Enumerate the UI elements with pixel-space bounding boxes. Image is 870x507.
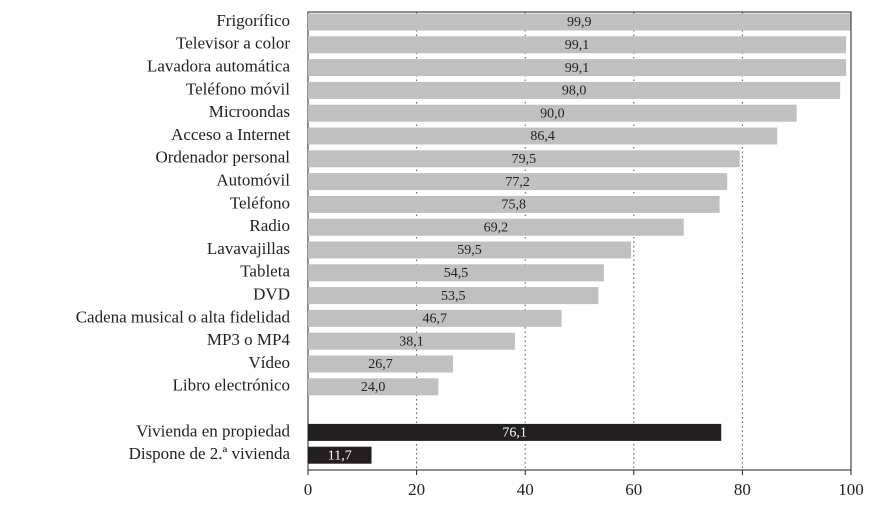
bar xyxy=(308,13,851,31)
category-label: Ordenador personal xyxy=(155,148,290,167)
category-label: Televisor a color xyxy=(176,34,290,53)
x-tick-label: 60 xyxy=(625,480,642,499)
value-label: 11,7 xyxy=(328,448,352,463)
bar xyxy=(308,355,453,373)
bar xyxy=(308,309,562,327)
x-tick-label: 0 xyxy=(304,480,313,499)
value-label: 98,0 xyxy=(562,84,587,99)
x-tick-label: 20 xyxy=(408,480,425,499)
value-label: 75,8 xyxy=(502,198,527,213)
bar xyxy=(308,150,740,168)
bar xyxy=(308,264,604,282)
bar xyxy=(308,378,439,396)
x-tick-label: 80 xyxy=(734,480,751,499)
bar xyxy=(308,127,778,145)
value-label: 76,1 xyxy=(502,426,527,441)
bar xyxy=(308,241,632,259)
value-label: 53,5 xyxy=(441,289,466,304)
value-label: 86,4 xyxy=(530,129,555,144)
category-label: Lavadora automática xyxy=(147,57,290,76)
category-label: Automóvil xyxy=(216,171,290,190)
value-label: 24,0 xyxy=(361,380,386,395)
value-label: 69,2 xyxy=(484,220,509,235)
value-label: 26,7 xyxy=(368,357,393,372)
category-label: DVD xyxy=(253,285,290,304)
category-label: Vídeo xyxy=(248,353,290,372)
bar xyxy=(308,81,841,99)
category-label: Tableta xyxy=(240,262,290,281)
bar xyxy=(308,446,372,464)
category-label: Frigorífico xyxy=(216,11,290,30)
category-label: MP3 o MP4 xyxy=(207,330,291,349)
category-label: Radio xyxy=(249,216,290,235)
category-label: Acceso a Internet xyxy=(171,125,290,144)
bar xyxy=(308,104,797,122)
value-label: 99,1 xyxy=(565,38,590,53)
category-label: Teléfono xyxy=(230,193,290,212)
bar xyxy=(308,173,728,191)
value-label: 99,1 xyxy=(565,61,590,76)
value-label: 54,5 xyxy=(444,266,469,281)
value-label: 59,5 xyxy=(457,243,482,258)
bar xyxy=(308,59,847,77)
category-label: Lavavajillas xyxy=(207,239,290,258)
category-label: Microondas xyxy=(209,102,290,121)
bar xyxy=(308,287,599,305)
bar xyxy=(308,423,722,441)
value-label: 46,7 xyxy=(423,312,448,327)
category-label: Cadena musical o alta fidelidad xyxy=(76,307,291,326)
value-label: 99,9 xyxy=(567,15,592,30)
bar xyxy=(308,332,515,350)
plot-frame xyxy=(307,11,852,471)
x-tick-label: 40 xyxy=(517,480,534,499)
category-label: Teléfono móvil xyxy=(186,79,290,98)
bar xyxy=(308,195,720,213)
bar xyxy=(308,36,847,54)
value-label: 77,2 xyxy=(505,175,530,190)
category-label: Vivienda en propiedad xyxy=(136,421,290,440)
value-label: 79,5 xyxy=(512,152,537,167)
x-tick-label: 100 xyxy=(838,480,864,499)
value-label: 90,0 xyxy=(540,106,565,121)
category-label: Libro electrónico xyxy=(172,376,290,395)
category-label: Dispone de 2.ª vivienda xyxy=(129,444,291,463)
bar xyxy=(308,218,684,236)
value-label: 38,1 xyxy=(399,334,424,349)
